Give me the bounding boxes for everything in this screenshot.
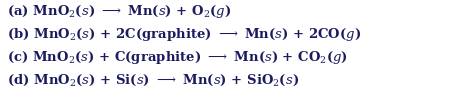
Text: (a) MnO$_2$($s$) $\longrightarrow$ Mn($s$) + O$_2$($g$): (a) MnO$_2$($s$) $\longrightarrow$ Mn($s… <box>7 3 231 20</box>
Text: (b) MnO$_2$($s$) + 2C(graphite) $\longrightarrow$ Mn($s$) + 2CO($g$): (b) MnO$_2$($s$) + 2C(graphite) $\longri… <box>7 26 361 43</box>
Text: (d) MnO$_2$($s$) + Si($s$) $\longrightarrow$ Mn($s$) + SiO$_2$($s$): (d) MnO$_2$($s$) + Si($s$) $\longrightar… <box>7 72 299 88</box>
Text: (c) MnO$_2$($s$) + C(graphite) $\longrightarrow$ Mn($s$) + CO$_2$($g$): (c) MnO$_2$($s$) + C(graphite) $\longrig… <box>7 49 348 66</box>
